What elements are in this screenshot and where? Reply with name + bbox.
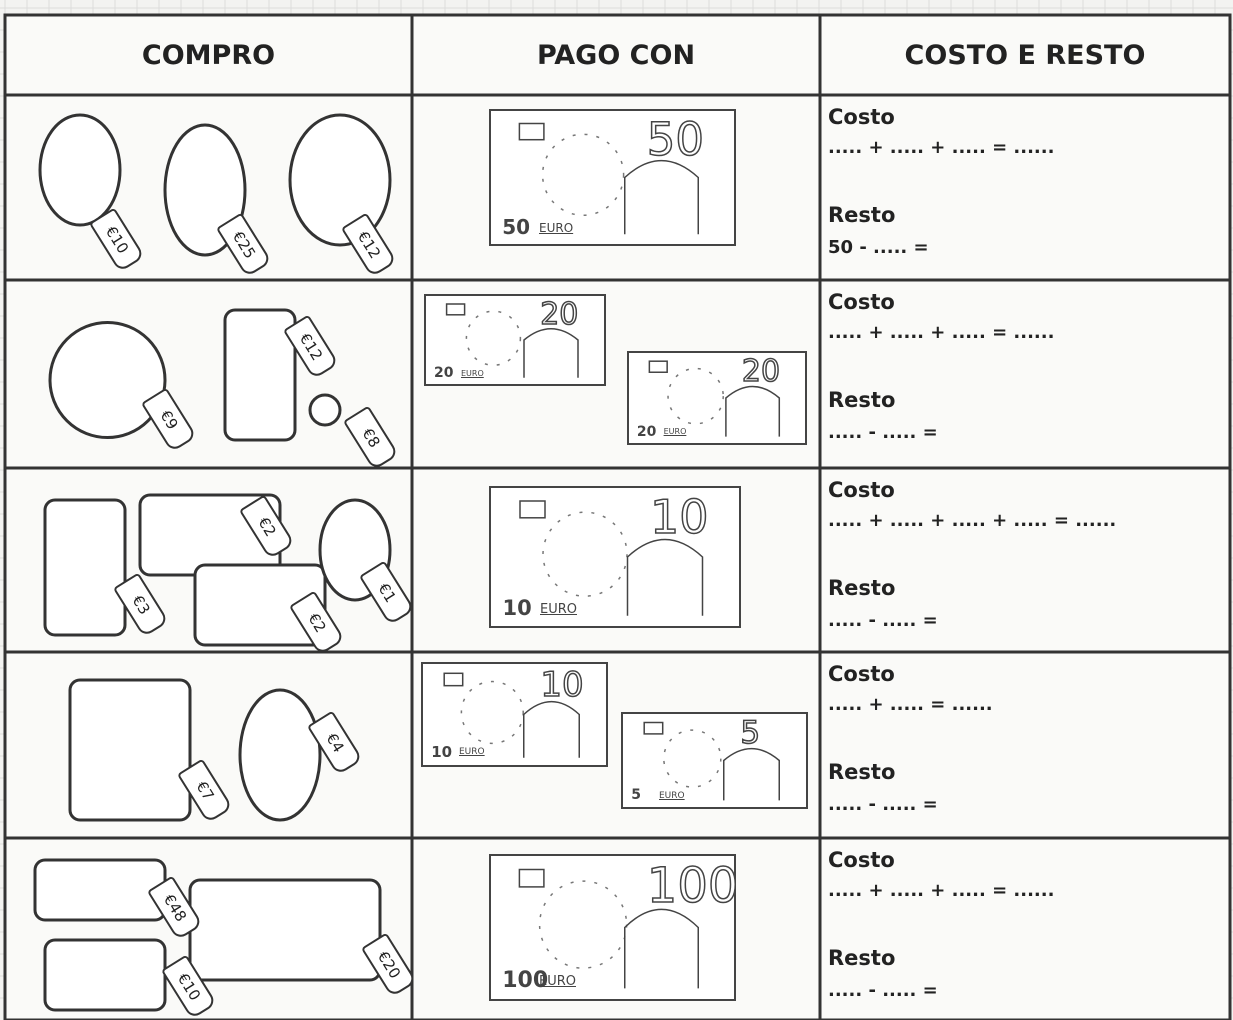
item-icon bbox=[68, 678, 192, 822]
costo-formula: ..... + ..... + ..... = ...... bbox=[828, 137, 1055, 158]
banknote-corner-value: 10 bbox=[431, 743, 453, 762]
banknote-arch bbox=[523, 701, 580, 758]
item-icon bbox=[288, 113, 392, 247]
banknote-currency: EURO bbox=[663, 427, 687, 437]
costo-formula: ..... + ..... = ...... bbox=[828, 694, 993, 715]
banknote-corner-value: 100 bbox=[502, 968, 549, 994]
item-icon bbox=[308, 393, 342, 427]
item-icon bbox=[33, 858, 167, 922]
banknote-corner-value: 50 bbox=[502, 215, 531, 240]
banknote-window bbox=[519, 500, 546, 519]
banknote-value: 20 bbox=[741, 353, 781, 390]
banknote-value: 50 bbox=[646, 112, 705, 167]
costo-formula: ..... + ..... + ..... = ...... bbox=[828, 880, 1055, 901]
item-icon bbox=[43, 938, 167, 1012]
resto-formula: ..... - ..... = bbox=[828, 794, 938, 815]
item-icon bbox=[43, 498, 127, 637]
banknote-corner-value: 5 bbox=[631, 787, 641, 804]
banknote-currency: EURO bbox=[461, 368, 484, 378]
column-header: COMPRO bbox=[141, 40, 276, 71]
banknote-window bbox=[443, 672, 464, 687]
item-icon bbox=[193, 563, 327, 647]
resto-label: Resto bbox=[828, 946, 896, 970]
costo-formula: ..... + ..... + ..... = ...... bbox=[828, 322, 1055, 343]
banknote-corner-value: 20 bbox=[434, 365, 454, 382]
item-icon bbox=[188, 878, 382, 982]
banknote-window bbox=[445, 303, 466, 316]
item-icon bbox=[38, 113, 122, 227]
banknote-arch bbox=[723, 748, 780, 801]
resto-formula: ..... - ..... = bbox=[828, 980, 938, 1001]
costo-label: Costo bbox=[828, 105, 895, 129]
banknote-currency: EURO bbox=[459, 747, 485, 758]
banknote bbox=[424, 294, 606, 386]
resto-formula: ..... - ..... = bbox=[828, 610, 938, 631]
banknote-stars bbox=[460, 680, 524, 745]
banknote-currency: EURO bbox=[539, 220, 574, 235]
banknote bbox=[489, 854, 736, 1001]
costo-formula: ..... + ..... + ..... + ..... = ...... bbox=[828, 510, 1117, 531]
banknote bbox=[627, 351, 807, 445]
banknote-value: 10 bbox=[649, 489, 709, 545]
banknote-stars bbox=[465, 310, 522, 366]
banknote-stars bbox=[538, 880, 628, 969]
banknote-window bbox=[518, 868, 545, 888]
banknote-arch bbox=[725, 385, 781, 437]
resto-formula: 50 - ..... = bbox=[828, 237, 929, 258]
resto-label: Resto bbox=[828, 576, 896, 600]
column-header: PAGO CON bbox=[536, 40, 696, 71]
banknote-window bbox=[518, 122, 545, 141]
item-icon bbox=[223, 308, 297, 442]
banknote-currency: EURO bbox=[659, 790, 685, 801]
resto-formula: ..... - ..... = bbox=[828, 422, 938, 443]
banknote-value: 20 bbox=[539, 296, 579, 333]
resto-label: Resto bbox=[828, 203, 896, 227]
banknote-value: 10 bbox=[540, 664, 585, 706]
banknote-arch bbox=[624, 159, 699, 235]
banknote-value: 100 bbox=[646, 857, 739, 915]
banknote bbox=[489, 109, 736, 246]
item-icon bbox=[238, 688, 322, 822]
banknote-arch bbox=[626, 538, 704, 616]
column-header: COSTO E RESTO bbox=[904, 40, 1146, 71]
costo-label: Costo bbox=[828, 662, 895, 686]
costo-label: Costo bbox=[828, 290, 895, 314]
banknote-corner-value: 20 bbox=[636, 423, 657, 440]
costo-label: Costo bbox=[828, 848, 895, 872]
banknote-currency: EURO bbox=[539, 973, 576, 989]
costo-label: Costo bbox=[828, 478, 895, 502]
banknote-window bbox=[648, 360, 668, 373]
banknote-value: 5 bbox=[740, 714, 761, 752]
banknote-stars bbox=[663, 729, 722, 788]
banknote-corner-value: 10 bbox=[502, 596, 532, 621]
banknote bbox=[421, 662, 608, 767]
resto-label: Resto bbox=[828, 760, 896, 784]
banknote-stars bbox=[667, 367, 724, 425]
banknote-currency: EURO bbox=[540, 601, 577, 617]
banknote bbox=[489, 486, 741, 628]
banknote-window bbox=[643, 721, 664, 735]
banknote bbox=[621, 712, 808, 809]
banknote-arch bbox=[624, 908, 699, 989]
banknote-stars bbox=[541, 133, 625, 217]
item-icon bbox=[48, 321, 167, 439]
banknote-arch bbox=[523, 328, 579, 378]
banknote-stars bbox=[542, 511, 628, 597]
resto-label: Resto bbox=[828, 388, 896, 412]
